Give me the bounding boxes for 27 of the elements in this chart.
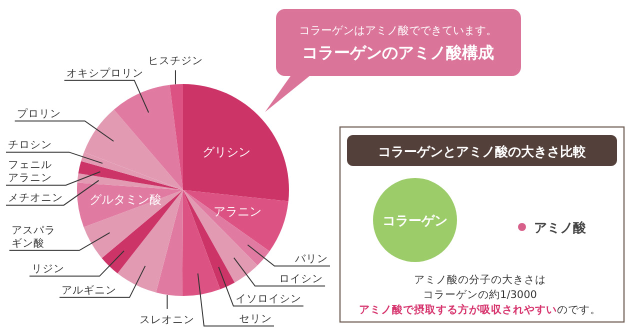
slice-label: アスパラギン酸 <box>11 224 56 250</box>
slice-label: チロシン <box>8 139 52 152</box>
slice-label: グルタミン酸 <box>89 192 162 206</box>
slice-label: グリシン <box>202 145 250 160</box>
text: アミノ酸の分子の大きさは <box>414 273 546 286</box>
slice-label: リジン <box>31 263 64 276</box>
text: コラーゲンとアミノ酸の大きさ比較 <box>378 144 587 160</box>
slice-label: バリン <box>294 253 328 265</box>
slice-label: スレオニン <box>140 314 195 326</box>
slice-label: ヒスチジン <box>148 55 203 68</box>
slice-label: メチオニン <box>8 192 63 204</box>
slice-label: プロリン <box>16 107 61 120</box>
text: コラーゲンはアミノ酸でできています。 <box>299 24 497 37</box>
pie-slice <box>170 84 183 190</box>
text: コラーゲン <box>382 214 448 229</box>
pie-slice <box>102 190 183 274</box>
text: アミノ酸で摂取する方が吸収されやすいのです。 <box>359 303 601 316</box>
slice-label: オキシプロリン <box>66 66 144 80</box>
slice-label: アルギニン <box>62 284 117 296</box>
slice-label: アラニン <box>214 204 262 219</box>
slice-label: フェニルアラニン <box>8 159 52 184</box>
slice-label: セリン <box>239 313 272 325</box>
text: コラーゲンのアミノ酸構成 <box>302 43 494 62</box>
slice-label: イソロイシン <box>235 293 302 305</box>
slice-label: ロイシン <box>279 273 324 285</box>
text: アミノ酸 <box>534 220 587 236</box>
text: コラーゲンの約1/3000 <box>423 289 537 301</box>
